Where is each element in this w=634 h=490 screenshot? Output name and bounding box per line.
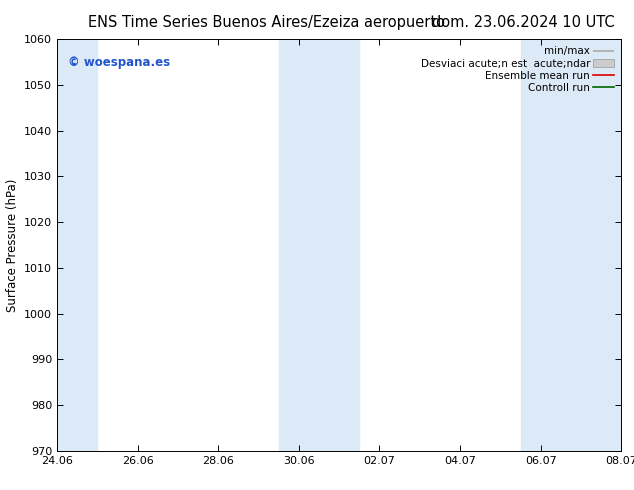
- Legend: min/max, Desviaci acute;n est  acute;ndar, Ensemble mean run, Controll run: min/max, Desviaci acute;n est acute;ndar…: [418, 45, 616, 95]
- Bar: [57, 39, 98, 451]
- Text: © woespana.es: © woespana.es: [68, 56, 171, 69]
- Text: dom. 23.06.2024 10 UTC: dom. 23.06.2024 10 UTC: [432, 15, 615, 30]
- Y-axis label: Surface Pressure (hPa): Surface Pressure (hPa): [6, 178, 18, 312]
- Text: ENS Time Series Buenos Aires/Ezeiza aeropuerto: ENS Time Series Buenos Aires/Ezeiza aero…: [87, 15, 445, 30]
- Bar: [521, 39, 621, 451]
- Bar: [279, 39, 359, 451]
